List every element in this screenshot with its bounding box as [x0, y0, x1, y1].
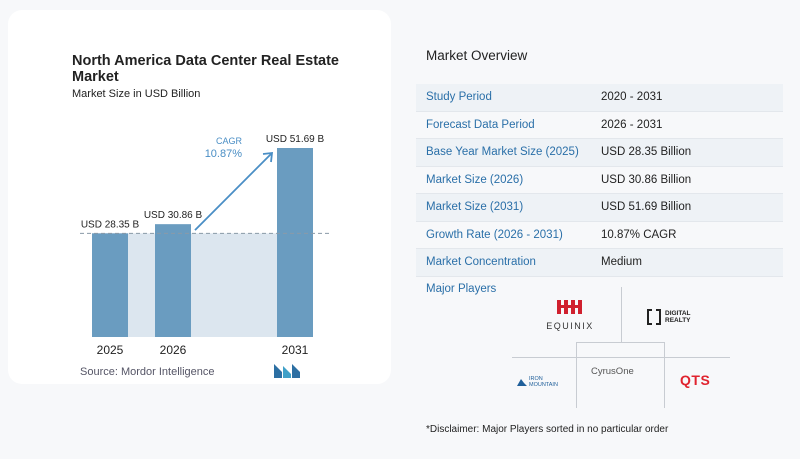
divider — [621, 287, 622, 342]
cagr-arrow — [194, 152, 273, 231]
cyrusone-label: CyrusOne — [591, 366, 634, 377]
bar-2031 — [277, 148, 313, 337]
data-label-2026: USD 30.86 B — [144, 210, 203, 221]
row-value: USD 51.69 Billion — [591, 193, 783, 221]
iron-mountain-peak-icon — [517, 379, 527, 386]
divider — [664, 342, 665, 408]
row-label: Growth Rate (2026 - 2031) — [426, 228, 563, 241]
cagr-label: CAGR — [216, 136, 243, 146]
cagr-value: 10.87% — [205, 148, 243, 160]
equinix-mark-icon — [557, 300, 582, 314]
data-label-2025: USD 28.35 B — [81, 219, 140, 230]
x-tick-label: 2031 — [282, 343, 309, 357]
row-label: Forecast Data Period — [426, 118, 535, 131]
iron-mountain-label: IRON MOUNTAIN — [529, 376, 558, 388]
major-players-title: Major Players — [426, 283, 497, 295]
digital-realty-bracket-icon — [647, 309, 661, 325]
bar-2025 — [92, 233, 128, 337]
divider — [512, 357, 730, 358]
mordor-logo-icon — [274, 364, 300, 378]
table-row: Market Size (2031) USD 51.69 Billion — [416, 193, 783, 221]
table-row: Forecast Data Period 2026 - 2031 — [416, 111, 783, 139]
chart-title: North America Data Center Real Estate Ma… — [72, 53, 339, 85]
row-label: Study Period — [416, 84, 591, 111]
table-row: Study Period 2020 - 2031 — [416, 84, 783, 111]
cagr-arrowhead-icon — [262, 151, 274, 163]
row-label: Base Year Market Size (2025) — [416, 138, 591, 166]
row-label: Market Size (2026) — [426, 173, 524, 186]
overview-table: Study Period 2020 - 2031 Forecast Data Pe… — [416, 84, 783, 277]
divider — [576, 342, 577, 408]
cyrusone-logo: CyrusOne — [591, 366, 634, 377]
chart-subtitle: Market Size in USD Billion — [72, 88, 201, 100]
digital-realty-logo: DIGITAL REALTY — [647, 309, 695, 325]
divider — [576, 342, 665, 343]
iron-mountain-logo: IRON MOUNTAIN — [517, 376, 561, 388]
data-label-2031: USD 51.69 B — [266, 134, 325, 145]
qts-logo: QTS — [680, 372, 710, 388]
row-label: Market Concentration — [416, 248, 591, 276]
row-value: 2020 - 2031 — [591, 84, 783, 111]
bar-2026 — [155, 224, 191, 337]
overview-title: Market Overview — [426, 48, 528, 63]
equinix-label: EQUINIX — [546, 321, 594, 331]
table-row: Growth Rate (2026 - 2031) 10.87% CAGR — [416, 221, 783, 249]
equinix-logo: EQUINIX — [538, 300, 602, 331]
row-value: 10.87% CAGR — [601, 228, 677, 241]
table-row: Market Size (2026) USD 30.86 Billion — [416, 166, 783, 194]
row-value: USD 28.35 Billion — [591, 138, 783, 166]
x-tick-label: 2025 — [97, 343, 124, 357]
disclaimer-text: *Disclaimer: Major Players sorted in no … — [426, 424, 669, 435]
x-tick-label: 2026 — [160, 343, 187, 357]
source-text: Source: Mordor Intelligence — [80, 366, 215, 378]
row-value: USD 30.86 Billion — [601, 173, 692, 186]
row-value: Medium — [591, 248, 783, 276]
digital-realty-label: DIGITAL REALTY — [665, 310, 691, 324]
row-value: 2026 - 2031 — [601, 118, 663, 131]
table-row: Market Concentration Medium — [416, 248, 783, 276]
row-label: Market Size (2031) — [416, 193, 591, 221]
qts-label: QTS — [680, 372, 711, 388]
table-row: Base Year Market Size (2025) USD 28.35 Bi… — [416, 138, 783, 166]
